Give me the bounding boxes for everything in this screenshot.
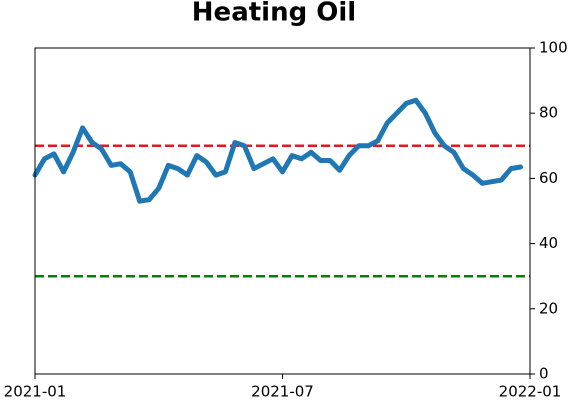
y-tick-label: 20 — [539, 299, 558, 317]
x-tick-label: 2022-01 — [499, 383, 562, 401]
y-tick-label: 100 — [539, 39, 568, 57]
plot-frame — [34, 47, 531, 375]
y-tick-label: 60 — [539, 169, 558, 187]
y-tick-label: 0 — [539, 365, 549, 383]
y-tick-label: 40 — [539, 234, 558, 252]
y-tick-label: 80 — [539, 104, 558, 122]
x-tick-label: 2021-01 — [4, 383, 67, 401]
x-tick-label: 2021-07 — [251, 383, 314, 401]
data-line — [32, 97, 523, 204]
chart-title: Heating Oil — [192, 0, 356, 28]
